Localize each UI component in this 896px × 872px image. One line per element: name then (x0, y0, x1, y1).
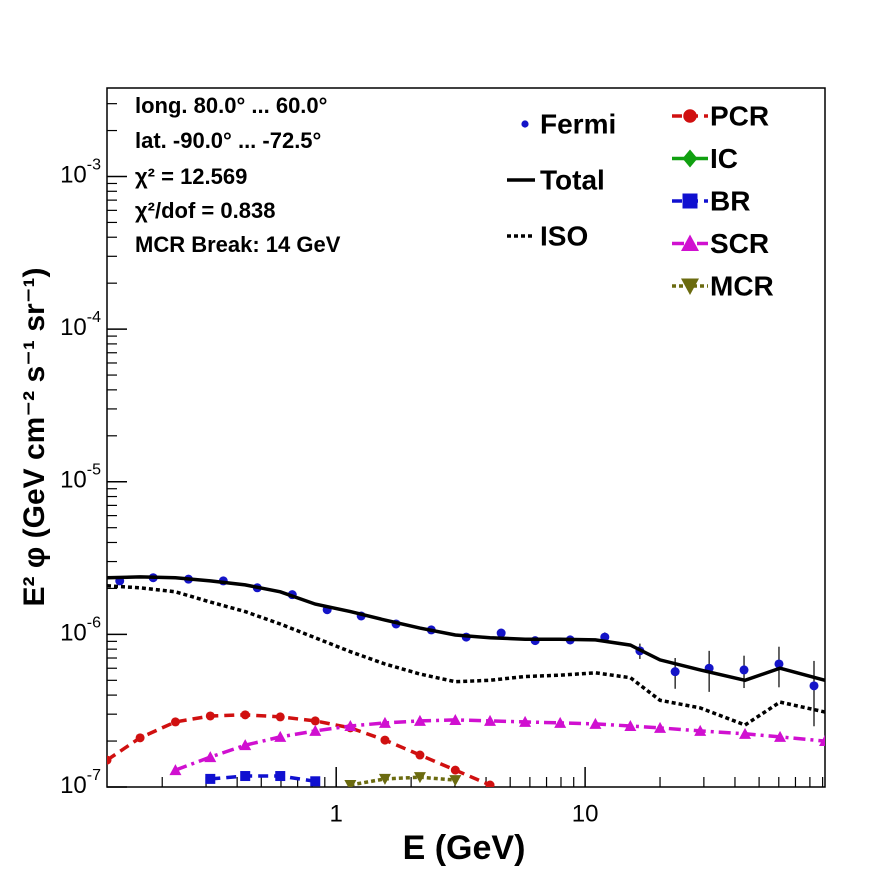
marker (275, 771, 286, 782)
marker (240, 771, 251, 782)
marker (449, 713, 462, 725)
annotation: χ²/dof = 0.838 (135, 198, 275, 223)
marker (739, 665, 749, 675)
marker (274, 730, 287, 742)
y-tick-label: 10-4 (60, 309, 101, 341)
marker (683, 109, 697, 123)
marker (809, 681, 819, 691)
series-line (107, 584, 825, 727)
y-tick-exponent: -3 (87, 157, 101, 174)
y-tick-exponent: -5 (87, 462, 101, 479)
marker (774, 730, 787, 742)
marker (774, 659, 784, 669)
marker (378, 773, 391, 785)
marker (694, 724, 707, 736)
series-line (210, 774, 316, 784)
marker (239, 739, 252, 751)
marker (819, 735, 825, 747)
marker (682, 193, 698, 209)
marker (670, 667, 680, 677)
marker (169, 764, 182, 776)
y-tick-label: 10-7 (60, 767, 101, 799)
marker (624, 719, 637, 731)
marker (240, 710, 250, 720)
legend-label: MCR (710, 270, 774, 301)
marker (275, 712, 285, 722)
legend-label: PCR (710, 100, 769, 131)
legend-label: BR (710, 185, 750, 216)
marker (309, 724, 322, 736)
marker (413, 772, 426, 784)
legend-label: Fermi (540, 108, 616, 139)
marker (654, 721, 667, 733)
marker (107, 755, 112, 765)
marker (496, 628, 506, 638)
legend-label: Total (540, 164, 605, 195)
marker (310, 776, 321, 787)
marker (739, 727, 752, 739)
legend-label: ISO (540, 220, 588, 251)
marker (681, 278, 699, 295)
series-line (350, 775, 456, 787)
annotation: lat. -90.0° ... -72.5° (135, 128, 321, 153)
marker (521, 120, 529, 128)
marker (484, 714, 497, 726)
marker (344, 780, 357, 787)
legend-label: IC (710, 143, 738, 174)
marker (519, 715, 532, 727)
marker (205, 711, 215, 721)
marker (682, 149, 698, 168)
series-line (174, 718, 825, 772)
y-axis-label: E² φ (GeV cm⁻² s⁻¹ sr⁻¹) (18, 267, 51, 606)
annotation: long. 80.0° ... 60.0° (135, 93, 327, 118)
y-tick-base: 10 (60, 314, 87, 341)
marker (204, 751, 217, 763)
marker (450, 765, 460, 775)
marker (413, 714, 426, 726)
y-tick-label: 10-6 (60, 615, 101, 647)
y-tick-base: 10 (60, 467, 87, 494)
marker (589, 717, 602, 729)
marker (344, 719, 357, 731)
series-line (107, 575, 825, 683)
marker (378, 716, 391, 728)
legend-label: SCR (710, 228, 769, 259)
marker (205, 773, 216, 784)
marker (449, 775, 462, 787)
y-tick-label: 10-5 (60, 462, 101, 494)
y-tick-exponent: -7 (87, 767, 101, 784)
marker (135, 733, 145, 743)
x-axis-label: E (GeV) (403, 829, 526, 867)
marker (310, 716, 320, 726)
y-tick-label: 10-3 (60, 157, 101, 189)
annotation: MCR Break: 14 GeV (135, 232, 341, 257)
marker (415, 750, 425, 760)
marker (554, 716, 567, 728)
marker (485, 780, 495, 787)
series-line (107, 713, 491, 787)
marker (681, 234, 699, 251)
marker (380, 735, 390, 745)
y-tick-exponent: -6 (87, 615, 101, 632)
y-tick-base: 10 (60, 772, 87, 799)
marker (170, 717, 180, 727)
annotation: χ² = 12.569 (135, 164, 247, 189)
plot-frame (106, 87, 826, 788)
y-tick-exponent: -4 (87, 309, 101, 326)
x-tick-label: 1 (330, 800, 343, 827)
y-tick-base: 10 (60, 162, 87, 189)
x-tick-label: 10 (572, 800, 599, 827)
y-tick-base: 10 (60, 620, 87, 647)
